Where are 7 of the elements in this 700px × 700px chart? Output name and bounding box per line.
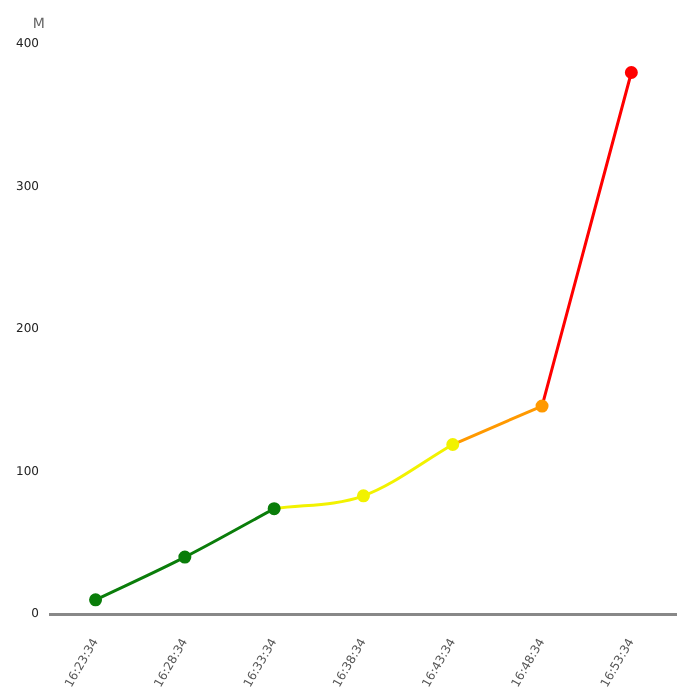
point [267, 502, 281, 516]
point [624, 66, 638, 80]
point [535, 399, 549, 413]
point [356, 489, 370, 503]
point [89, 593, 103, 607]
point [178, 550, 192, 564]
point [446, 438, 460, 452]
